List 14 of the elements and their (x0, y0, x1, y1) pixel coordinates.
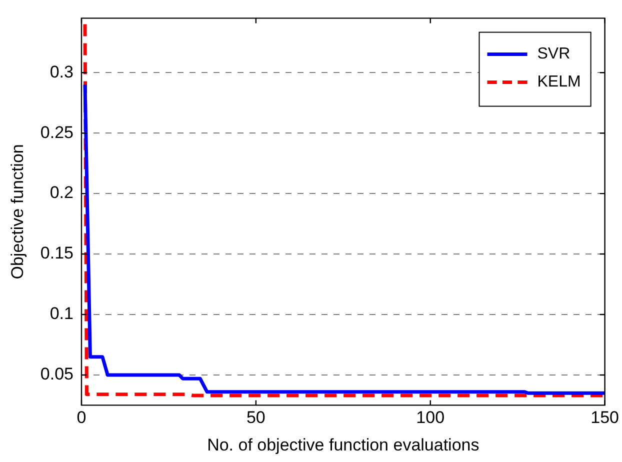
y-tick-label: 0.15 (40, 244, 74, 263)
y-tick-label: 0.3 (50, 62, 74, 82)
legend-label: SVR (537, 46, 570, 63)
x-tick-label: 50 (246, 408, 266, 428)
x-tick-label: 100 (416, 408, 445, 428)
y-tick-label: 0.25 (40, 122, 74, 142)
y-tick-label: 0.2 (50, 183, 74, 202)
y-tick-label: 0.1 (50, 304, 74, 324)
x-axis-title: No. of objective function evaluations (207, 435, 480, 454)
legend-label: KELM (537, 74, 581, 91)
x-tick-label: 0 (76, 408, 86, 428)
x-tick-label: 150 (590, 408, 620, 428)
y-axis-title: Objective function (8, 144, 27, 280)
y-tick-label: 0.05 (40, 364, 74, 384)
